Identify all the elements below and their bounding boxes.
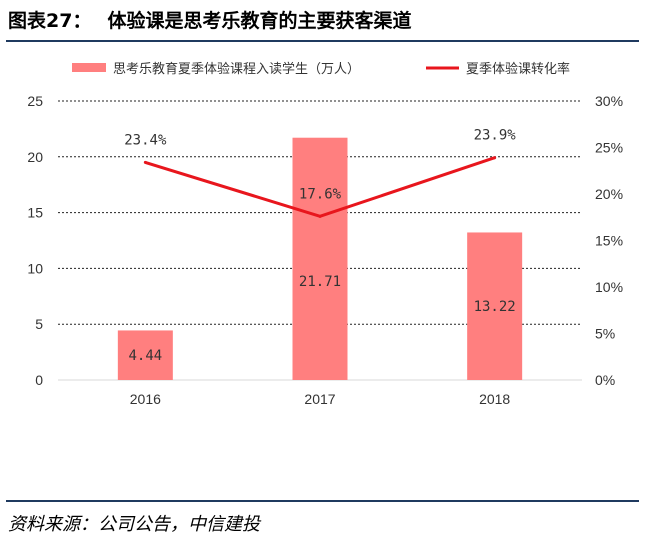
line-data-label: 23.9% [474, 128, 517, 144]
y-right-tick-label: 0% [595, 372, 615, 388]
y-left-tick-label: 20 [27, 149, 43, 165]
bar-2017 [292, 137, 348, 380]
line-point [318, 214, 322, 218]
y-left-tick-label: 5 [35, 316, 43, 332]
bar-2018 [467, 232, 523, 380]
y-right-tick-label: 30% [595, 93, 623, 109]
y-right-tick-label: 20% [595, 186, 623, 202]
y-left-tick-label: 15 [27, 205, 43, 221]
line-data-label: 23.4% [124, 132, 167, 148]
legend-label-line: 夏季体验课转化率 [466, 61, 570, 77]
y-right-tick-label: 5% [595, 326, 615, 342]
legend-label-bar: 思考乐教育夏季体验课程入读学生（万人） [113, 61, 360, 77]
bottom-rule [6, 500, 639, 502]
legend-swatch-bar [72, 63, 106, 72]
bar-data-label: 13.22 [474, 299, 516, 315]
x-tick-label: 2016 [130, 391, 161, 407]
line-data-label: 17.6% [299, 186, 342, 202]
x-tick-label: 2017 [304, 391, 335, 407]
y-right-tick-label: 15% [595, 233, 623, 249]
bar-data-label: 21.71 [299, 274, 341, 290]
figure-title: 图表27： 体验课是思考乐教育的主要获客渠道 [8, 6, 411, 33]
figure-title-text: 体验课是思考乐教育的主要获客渠道 [107, 10, 412, 32]
figure-number: 图表27： [8, 10, 92, 32]
y-right-tick-label: 10% [595, 279, 623, 295]
y-left-tick-label: 25 [27, 93, 43, 109]
y-right-tick-label: 25% [595, 140, 623, 156]
source-note: 资料来源：公司公告，中信建投 [8, 514, 260, 535]
line-point [493, 156, 497, 160]
bar-data-label: 4.44 [128, 348, 162, 364]
line-point [143, 160, 147, 164]
y-left-tick-label: 0 [35, 372, 43, 388]
x-tick-label: 2018 [479, 391, 510, 407]
y-left-tick-label: 10 [27, 260, 43, 276]
bar-2016 [117, 330, 173, 380]
top-rule [6, 40, 639, 42]
chart: 思考乐教育夏季体验课程入读学生（万人） 夏季体验课转化率 0 5 10 15 20 25 0% 5… [27, 61, 623, 407]
